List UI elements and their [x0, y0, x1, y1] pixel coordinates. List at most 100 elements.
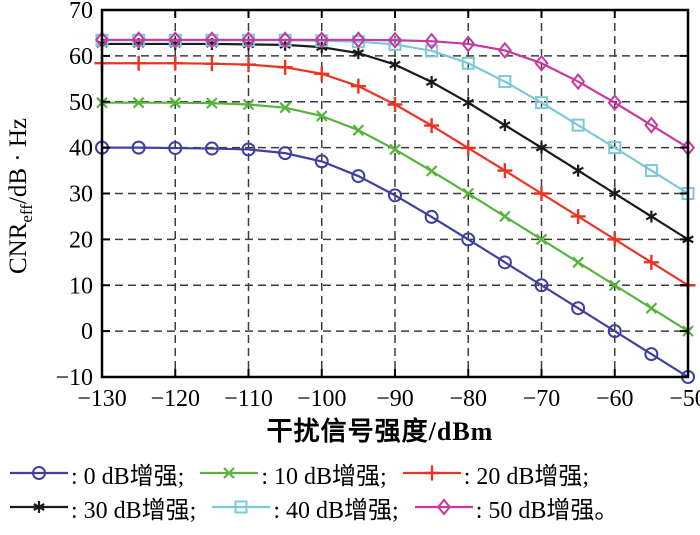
y-tick-label: 20 — [69, 227, 93, 253]
plus-marker — [131, 55, 147, 71]
diamond-marker — [314, 31, 329, 49]
series-line — [102, 146, 689, 378]
y-tick-label: 0 — [81, 319, 93, 345]
plus-marker — [241, 57, 256, 73]
asterisk-marker — [499, 119, 511, 132]
legend-marker-x — [200, 467, 259, 479]
asterisk-marker — [389, 58, 401, 71]
plus-marker — [387, 97, 403, 113]
x-axis-title: 干扰信号强度/dBm — [266, 417, 494, 446]
circle-marker — [32, 466, 46, 480]
chart-legend: : 0 dB增强; : 10 dB增强; : 20 dB增强; : 30 dB增强;:… — [0, 454, 700, 524]
square-marker — [234, 500, 248, 514]
legend-item-0: : 0 dB增强; — [8, 456, 184, 491]
legend-marker-circle — [10, 466, 68, 480]
diamond-marker — [168, 31, 183, 49]
legend-item-3: : 30 dB增强; — [8, 490, 196, 525]
diamond-marker — [424, 32, 439, 50]
diamond-marker — [497, 41, 512, 59]
y-tick-label: 10 — [69, 273, 93, 299]
legend-item-label: : 0 dB增强; — [71, 463, 185, 490]
plus-marker — [570, 208, 586, 224]
chart-plot: −130−120−110−100−90−80−70−60−50−10010203… — [5, 0, 700, 412]
x-marker — [223, 467, 236, 479]
circle-marker — [204, 141, 219, 156]
circle-marker — [351, 169, 366, 184]
plus-marker — [167, 55, 183, 71]
square-marker — [425, 44, 439, 58]
x-tick-label: −130 — [77, 386, 127, 412]
series-5 — [94, 31, 696, 157]
diamond-marker — [436, 498, 451, 516]
circle-marker — [241, 142, 256, 157]
diamond-marker — [461, 35, 476, 53]
diamond-marker — [351, 31, 366, 49]
asterisk-marker — [535, 141, 548, 154]
diamond-marker — [204, 31, 219, 49]
diamond-marker — [387, 31, 403, 49]
circle-marker — [314, 154, 329, 169]
y-tick-labels: −10 0 10 20 30 40 50 60 70 — [55, 0, 93, 391]
diamond-marker — [241, 31, 256, 49]
legend-item-label: : 40 dB增强; — [273, 497, 399, 524]
plus-marker — [534, 186, 549, 201]
plus-marker — [277, 59, 293, 75]
square-marker — [608, 141, 622, 155]
x-tick-label: −90 — [376, 386, 414, 412]
y-tick-label: 30 — [69, 182, 93, 208]
plus-marker — [460, 140, 476, 156]
legend-item-2: : 20 dB增强; — [401, 456, 589, 491]
circle-marker — [607, 324, 622, 339]
asterisk-marker — [462, 96, 474, 109]
circle-marker — [388, 188, 402, 203]
square-marker — [535, 96, 548, 110]
square-marker — [388, 37, 402, 51]
square-marker — [461, 56, 475, 70]
series-2 — [94, 55, 696, 293]
x-tick-label: −110 — [224, 386, 273, 412]
asterisk-marker — [425, 76, 438, 89]
legend-marker-plus — [402, 465, 461, 481]
diamond-marker — [534, 54, 549, 72]
legend-item-label: : 50 dB增强。 — [475, 497, 619, 524]
circle-marker — [278, 146, 293, 161]
series-line — [102, 38, 689, 149]
plus-marker — [643, 254, 659, 270]
circle-marker — [497, 255, 512, 270]
circle-marker — [131, 140, 146, 155]
axis-ticks — [101, 9, 689, 378]
x-marker — [169, 96, 182, 109]
y-axis-title: CNReff/dB · Hz — [5, 118, 36, 274]
square-marker — [644, 164, 658, 178]
legend-marker-asterisk — [10, 501, 68, 513]
y-tick-label: 50 — [69, 90, 93, 116]
x-marker — [535, 233, 548, 246]
circle-marker — [571, 301, 586, 316]
plus-marker — [607, 231, 623, 247]
legend-marker-diamond — [414, 498, 473, 516]
x-tick-label: −60 — [596, 386, 634, 412]
x-marker — [206, 97, 218, 109]
legend-marker-square — [212, 500, 271, 514]
x-marker — [389, 143, 401, 156]
y-tick-label: 60 — [69, 44, 93, 70]
x-tick-label: −80 — [449, 386, 487, 412]
legend-item-label: : 10 dB增强; — [261, 463, 387, 490]
plus-marker — [424, 465, 440, 481]
circle-marker — [424, 209, 439, 224]
circle-marker — [168, 141, 183, 156]
asterisk-marker — [352, 47, 365, 60]
plus-marker — [497, 163, 513, 179]
legend-item-4: : 40 dB增强; — [210, 490, 399, 525]
plus-marker — [314, 66, 330, 82]
diamond-marker — [278, 31, 293, 49]
legend-row-1: : 0 dB增强; : 10 dB增强; : 20 dB增强; — [8, 456, 700, 490]
circle-marker — [461, 232, 476, 247]
x-tick-labels: −130 −120 −110 −100 −90 −80 −70 −60 −50 — [77, 386, 700, 412]
x-marker — [462, 187, 475, 200]
y-tick-label: 70 — [69, 0, 93, 24]
x-marker — [572, 256, 584, 269]
y-tick-label: 40 — [69, 136, 93, 162]
x-marker — [645, 302, 658, 314]
